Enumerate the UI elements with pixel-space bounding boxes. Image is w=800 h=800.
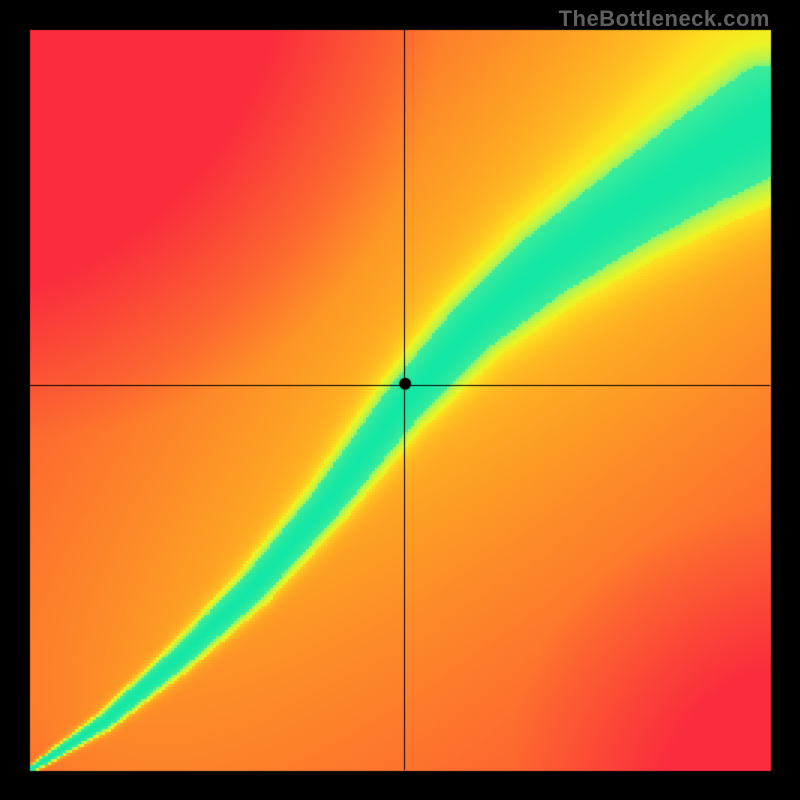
- watermark-text: TheBottleneck.com: [559, 6, 770, 32]
- bottleneck-heatmap: [0, 0, 800, 800]
